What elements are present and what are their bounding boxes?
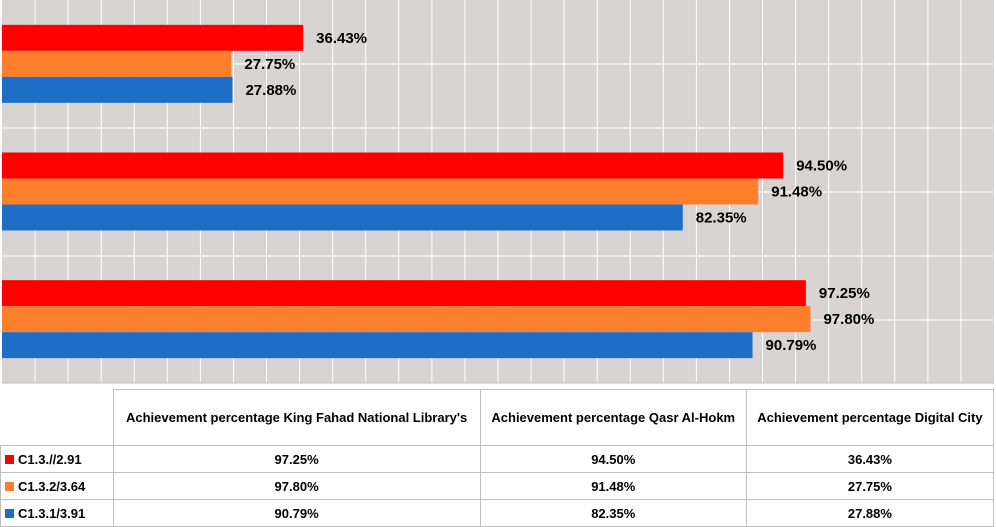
legend-label: C1.3.//2.91 [18, 451, 82, 467]
bar-chart: 97.25% 97.80% 90.79% 94.50% 91.48% 82.35% 36.4… [2, 0, 994, 384]
bar [2, 306, 811, 333]
data-table-cell: 27.88% [745, 499, 995, 527]
legend-label: C1.3.2/3.64 [18, 478, 86, 494]
data-table-cell: 97.80% [112, 472, 481, 500]
data-table-cell: 82.35% [479, 499, 747, 527]
bar [2, 50, 232, 77]
data-label: 82.35% [696, 210, 747, 227]
legend-label: C1.3.1/3.91 [18, 505, 86, 521]
bar [2, 280, 806, 307]
bar [2, 24, 304, 51]
bar [2, 178, 759, 205]
data-label: 36.43% [316, 30, 367, 47]
data-label: 94.50% [796, 158, 847, 175]
data-table-corner [1, 390, 114, 446]
data-table-row: C1.3.1/3.91 90.79% 82.35% 27.88% [0, 499, 995, 527]
bars [2, 24, 811, 359]
data-labels: 97.25% 97.80% 90.79% 94.50% 91.48% 82.35% 36.4… [244, 30, 874, 354]
data-label: 90.79% [766, 337, 817, 354]
data-table-col-header: Achievement percentage King Fahad Nation… [112, 389, 481, 446]
data-table: Achievement percentage King Fahad Nation… [0, 389, 995, 527]
legend-swatch [5, 508, 14, 518]
data-table-cell: 94.50% [479, 445, 747, 473]
data-table-cell: 90.79% [112, 499, 481, 527]
bar [2, 204, 683, 231]
legend-entry: C1.3.2/3.64 [0, 472, 114, 500]
legend-swatch [5, 454, 14, 464]
data-table-cell: 27.75% [745, 472, 995, 500]
data-label: 27.88% [245, 82, 296, 99]
data-table-header-row: Achievement percentage King Fahad Nation… [1, 389, 995, 446]
data-label: 97.25% [819, 285, 870, 302]
data-table-row: C1.3.//2.91 97.25% 94.50% 36.43% [0, 445, 995, 473]
data-table-row: C1.3.2/3.64 97.80% 91.48% 27.75% [0, 472, 995, 500]
legend-entry: C1.3.1/3.91 [0, 499, 114, 527]
bar [2, 152, 784, 179]
data-table-cell: 91.48% [479, 472, 747, 500]
data-table-col-header: Achievement percentage Digital City [745, 389, 995, 446]
legend-swatch [5, 481, 14, 491]
data-label: 27.75% [244, 56, 295, 73]
data-label: 91.48% [771, 184, 822, 201]
bar [2, 76, 233, 103]
data-table-cell: 36.43% [745, 445, 995, 473]
bar [2, 332, 753, 359]
data-table-col-header: Achievement percentage Qasr Al-Hokm [479, 389, 747, 446]
data-label: 97.80% [823, 311, 874, 328]
data-table-cell: 97.25% [112, 445, 481, 473]
legend-entry: C1.3.//2.91 [0, 445, 114, 473]
